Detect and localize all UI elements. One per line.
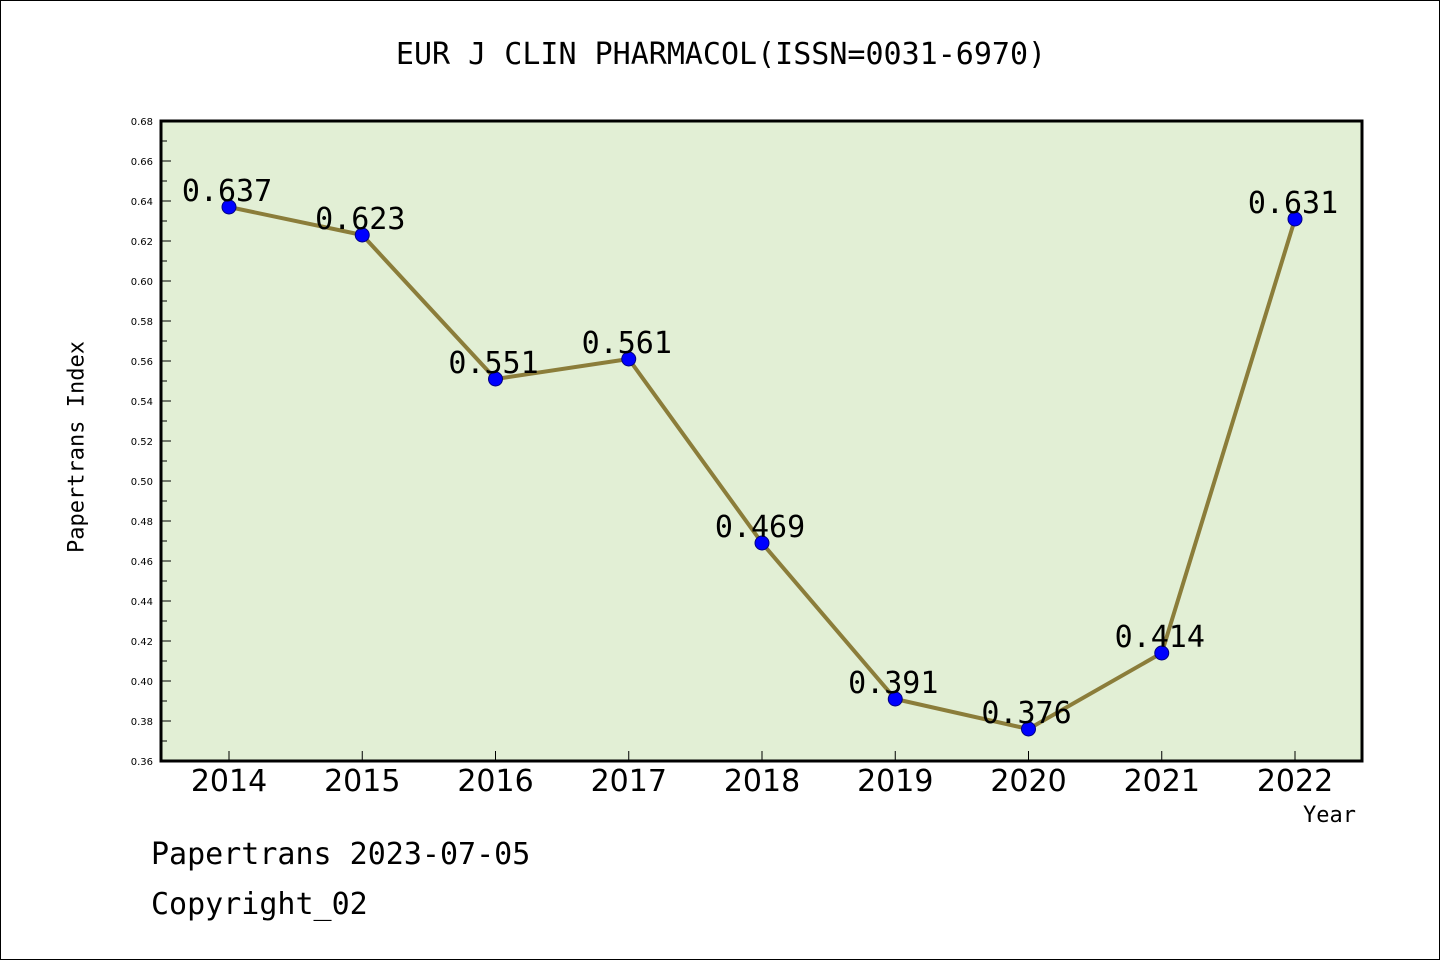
data-value-label: 0.551 (448, 346, 538, 381)
x-tick-label: 2022 (1257, 764, 1333, 799)
data-value-label: 0.469 (715, 510, 805, 545)
chart-title: EUR J CLIN PHARMACOL(ISSN=0031-6970) (395, 37, 1047, 72)
y-axis-ticks: 0.36 0.38 0.40 0.42 0.44 0.46 0.48 0.50 0.52 0.54… (131, 117, 171, 768)
y-tick-label: 0.50 (131, 477, 153, 488)
data-value-label: 0.623 (315, 202, 405, 237)
y-tick-label: 0.38 (131, 717, 153, 728)
y-tick-label: 0.60 (131, 277, 153, 288)
y-tick-label: 0.58 (131, 317, 153, 328)
data-point-marker (1287, 211, 1303, 227)
data-point-marker (1154, 645, 1170, 661)
data-value-label: 0.561 (582, 326, 672, 361)
data-point-marker (354, 227, 370, 243)
x-axis-ticks: 2014 2015 2016 2017 2018 2019 2020 2021 2022 (191, 751, 1333, 799)
y-tick-label: 0.54 (131, 397, 153, 408)
data-value-label: 0.376 (981, 696, 1071, 731)
series-markers (221, 199, 1303, 737)
data-labels: 0.637 0.623 0.551 0.561 0.469 0.391 0.376 0.414… (182, 174, 1338, 731)
data-value-label: 0.391 (848, 666, 938, 701)
y-tick-label: 0.46 (131, 557, 153, 568)
y-tick-label: 0.40 (131, 677, 153, 688)
footer-copyright: Copyright_02 (151, 887, 368, 922)
data-value-label: 0.631 (1248, 186, 1338, 221)
data-point-marker (488, 371, 503, 387)
y-tick-label: 0.66 (131, 157, 153, 168)
x-tick-label: 2017 (591, 764, 667, 799)
data-value-label: 0.637 (182, 174, 272, 209)
y-tick-label: 0.56 (131, 357, 153, 368)
x-tick-label: 2015 (324, 764, 400, 799)
data-value-label: 0.414 (1115, 620, 1205, 655)
x-tick-label: 2019 (857, 764, 933, 799)
x-tick-label: 2021 (1124, 764, 1200, 799)
data-point-marker (621, 351, 637, 367)
data-point-marker (1021, 721, 1036, 737)
y-tick-label: 0.52 (131, 437, 153, 448)
y-tick-label: 0.48 (131, 517, 153, 528)
y-tick-label: 0.36 (131, 757, 153, 768)
x-axis-label: Year (1303, 803, 1356, 828)
y-tick-label: 0.42 (131, 637, 153, 648)
x-tick-label: 2014 (191, 764, 267, 799)
y-tick-label: 0.64 (131, 197, 153, 208)
y-tick-label: 0.68 (131, 117, 153, 128)
y-tick-label: 0.62 (131, 237, 153, 248)
data-point-marker (887, 691, 903, 707)
x-tick-label: 2016 (457, 764, 533, 799)
data-point-marker (754, 535, 770, 551)
y-tick-label: 0.44 (131, 597, 153, 608)
data-point-marker (221, 199, 237, 215)
x-tick-label: 2020 (990, 764, 1066, 799)
x-tick-label: 2018 (724, 764, 800, 799)
footer-date: Papertrans 2023-07-05 (151, 837, 531, 872)
